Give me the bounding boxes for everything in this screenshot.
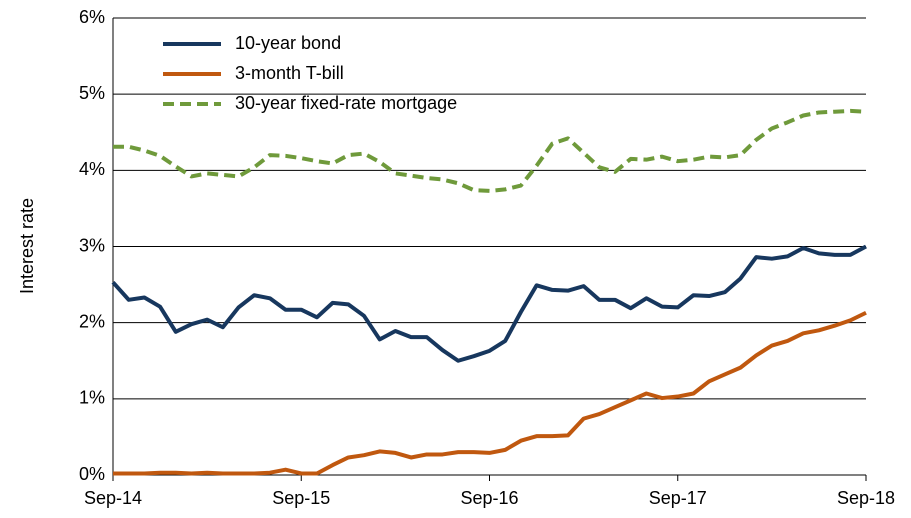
y-tick-label: 2%: [79, 311, 105, 331]
y-tick-label: 3%: [79, 235, 105, 255]
y-axis-label: Interest rate: [17, 198, 37, 294]
y-tick-label: 0%: [79, 464, 105, 484]
series-line: [113, 108, 867, 193]
series-line: [113, 310, 867, 476]
series-line: [111, 244, 867, 363]
legend-label: 10-year bond: [235, 33, 341, 53]
x-tick-label: Sep-18: [837, 488, 895, 508]
x-tick-label: Sep-16: [460, 488, 518, 508]
y-tick-label: 6%: [79, 7, 105, 27]
x-tick-label: Sep-15: [272, 488, 330, 508]
x-tick-label: Sep-14: [84, 488, 142, 508]
legend-label: 30-year fixed-rate mortgage: [235, 93, 457, 113]
y-tick-label: 1%: [79, 388, 105, 408]
legend-label: 3-month T-bill: [235, 63, 344, 83]
y-tick-label: 5%: [79, 83, 105, 103]
y-tick-label: 4%: [79, 159, 105, 179]
x-tick-label: Sep-17: [649, 488, 707, 508]
